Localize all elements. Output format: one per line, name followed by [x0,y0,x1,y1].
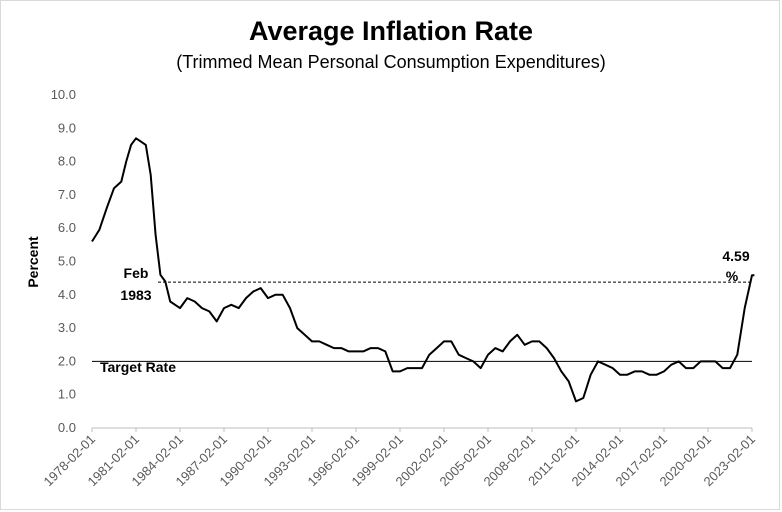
chart-title: Average Inflation Rate [248,16,534,46]
chart-subtitle: (Trimmed Mean Personal Consumption Expen… [176,52,606,72]
peak-annotation-line2: % [726,268,739,284]
y-tick-labels: 0.0 1.0 2.0 3.0 4.0 5.0 6.0 7.0 8.0 9.0 10.0 [51,87,76,435]
y-tick-label: 4.0 [58,287,76,302]
y-tick-label: 2.0 [58,353,76,368]
y-tick-label: 10.0 [51,87,76,102]
feb-annotation-line2: 1983 [120,287,151,303]
x-tick-labels: 1978-02-011981-02-011984-02-011987-02-01… [40,428,758,489]
y-tick-label: 1.0 [58,387,76,402]
y-tick-label: 8.0 [58,154,76,169]
y-axis-label: Percent [25,236,41,288]
y-tick-label: 6.0 [58,220,76,235]
y-tick-label: 3.0 [58,320,76,335]
y-tick-label: 7.0 [58,187,76,202]
inflation-series-line [91,137,755,403]
y-tick-label: 5.0 [58,254,76,269]
peak-annotation-line1: 4.59 [722,248,749,264]
y-tick-label: 0.0 [58,420,76,435]
y-tick-label: 9.0 [58,120,76,135]
target-rate-label: Target Rate [100,359,176,375]
feb-annotation-line1: Feb [124,265,149,281]
